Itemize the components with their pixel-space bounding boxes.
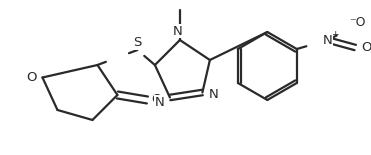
Text: +: +	[331, 29, 338, 39]
Text: O: O	[361, 41, 371, 54]
Text: N: N	[173, 24, 183, 38]
Text: S: S	[133, 36, 142, 49]
Text: N: N	[155, 96, 165, 109]
Text: ⁻O: ⁻O	[349, 16, 366, 29]
Text: O: O	[151, 93, 162, 106]
Text: N: N	[209, 89, 218, 102]
Text: N: N	[323, 33, 333, 46]
Text: O: O	[26, 71, 37, 84]
